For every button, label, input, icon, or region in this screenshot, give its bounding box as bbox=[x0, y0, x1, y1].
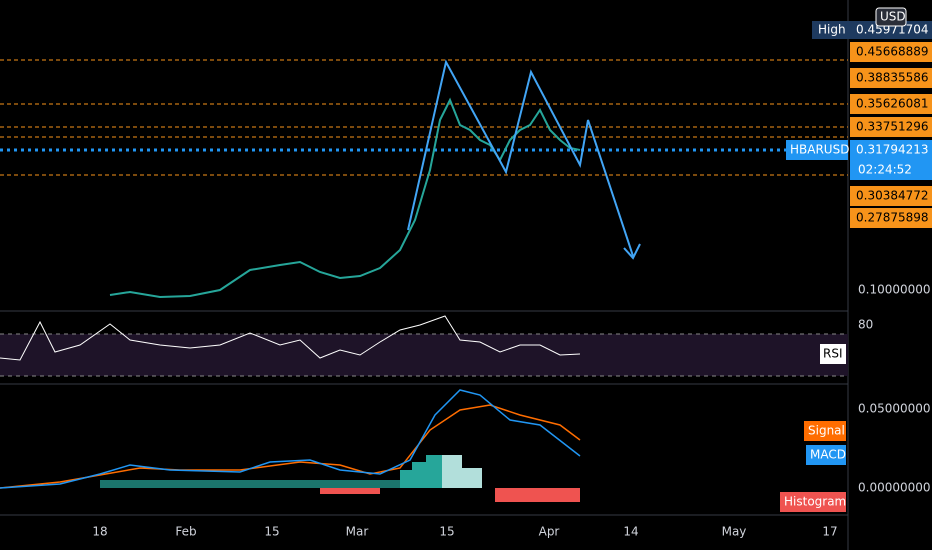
level-label: 0.27875898 bbox=[856, 211, 929, 225]
symbol-tag bbox=[786, 140, 848, 160]
level-box bbox=[850, 208, 932, 228]
time-label: Apr bbox=[539, 525, 560, 539]
histogram-label: Histogram bbox=[784, 495, 846, 509]
rsi-line bbox=[0, 315, 581, 361]
levels bbox=[0, 59, 848, 176]
level-label: 0.33751296 bbox=[856, 120, 929, 134]
rsi-band bbox=[0, 334, 848, 376]
time-label: Mar bbox=[346, 525, 369, 539]
histogram bbox=[100, 455, 580, 502]
price-trace bbox=[109, 97, 581, 299]
time-label: Feb bbox=[175, 525, 196, 539]
level-box bbox=[850, 117, 932, 137]
arrow-head bbox=[623, 243, 641, 260]
high-tag bbox=[812, 21, 850, 39]
signal-label: Signal bbox=[808, 424, 845, 438]
high-value: 0.45971704 bbox=[856, 23, 929, 37]
level-label: 0.38835586 bbox=[856, 71, 929, 85]
last-price-box bbox=[850, 140, 932, 180]
rsi-label: RSI bbox=[823, 347, 843, 361]
level-box bbox=[850, 94, 932, 114]
rsi-tag bbox=[820, 344, 846, 364]
macd-scale-label: 0.00000000 bbox=[858, 481, 931, 495]
signal-line bbox=[0, 404, 581, 489]
signal-tag bbox=[804, 421, 846, 441]
symbol: HBARUSD bbox=[790, 143, 849, 157]
level-label: 0.35626081 bbox=[856, 97, 929, 111]
histogram-tag bbox=[780, 492, 846, 512]
time-label: 14 bbox=[623, 525, 638, 539]
time-label: 17 bbox=[822, 525, 837, 539]
time-label: 15 bbox=[264, 525, 279, 539]
currency-button[interactable] bbox=[875, 7, 907, 27]
macd-scale-label: 0.05000000 bbox=[858, 402, 931, 416]
macd-line bbox=[0, 389, 581, 489]
last-price: 0.31794213 bbox=[856, 143, 929, 157]
countdown: 02:24:52 bbox=[858, 163, 912, 177]
price-scale-label: 0.10000000 bbox=[858, 283, 931, 297]
macd-label: MACD bbox=[810, 448, 846, 462]
time-label: 15 bbox=[439, 525, 454, 539]
currency[interactable]: USD bbox=[880, 10, 906, 24]
time-label: May bbox=[722, 525, 747, 539]
high-value-box bbox=[850, 21, 932, 39]
level-box bbox=[850, 42, 932, 62]
level-label: 0.45668889 bbox=[856, 45, 929, 59]
rsi-scale-label: 80 bbox=[858, 318, 873, 332]
macd-tag bbox=[806, 445, 846, 465]
pattern-drawing bbox=[407, 59, 634, 257]
time-label: 18 bbox=[92, 525, 107, 539]
level-box bbox=[850, 186, 932, 206]
high-tag-label: High bbox=[818, 23, 846, 37]
level-box bbox=[850, 68, 932, 88]
level-label: 0.30384772 bbox=[856, 189, 929, 203]
